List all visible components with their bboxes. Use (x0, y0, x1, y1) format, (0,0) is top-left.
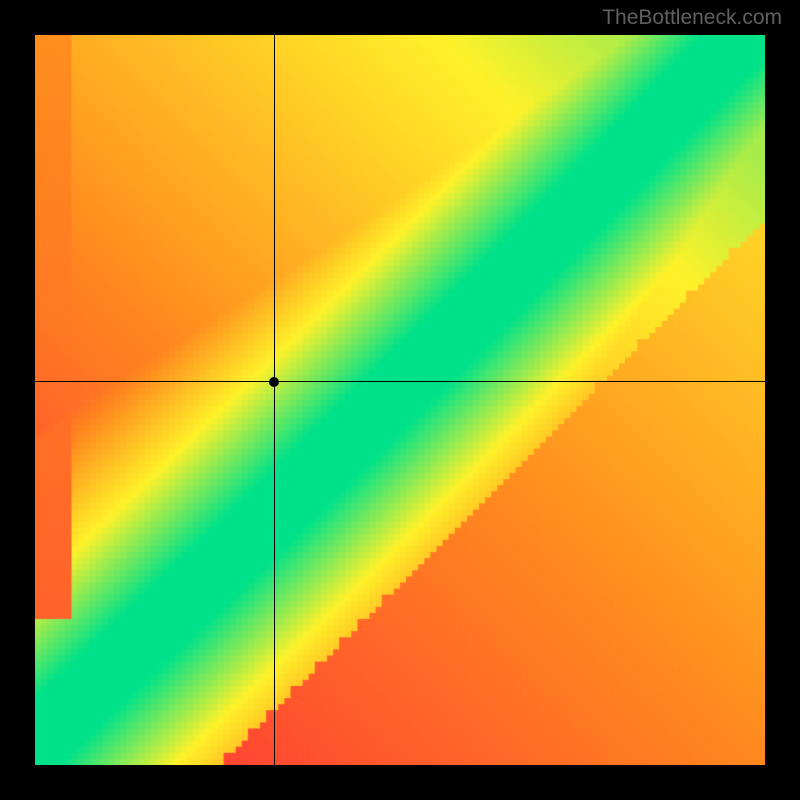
crosshair-horizontal (35, 381, 765, 382)
watermark-label: TheBottleneck.com (602, 6, 782, 30)
bottleneck-heatmap (35, 35, 765, 765)
crosshair-point (269, 377, 279, 387)
crosshair-vertical (274, 35, 275, 765)
